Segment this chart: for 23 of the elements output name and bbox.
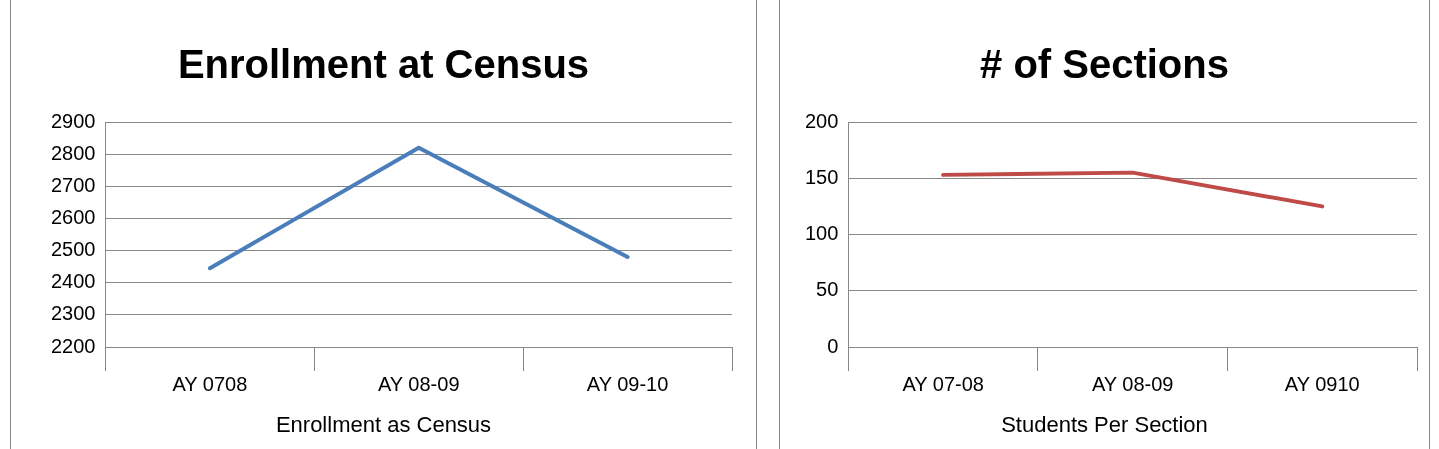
y-tick-label: 0 (827, 334, 839, 357)
y-tick-label: 2800 (50, 141, 96, 164)
x-tick-label: AY 0910 (1284, 372, 1360, 395)
x-tick-label: AY 09-10 (586, 372, 669, 395)
y-tick-label: 2700 (50, 173, 96, 196)
y-tick-label: 2900 (50, 109, 96, 132)
x-axis-title: Enrollment as Census (274, 412, 493, 438)
y-tick-label: 50 (816, 278, 839, 301)
x-tick-label: AY 0708 (172, 372, 248, 395)
y-tick-label: 2400 (50, 270, 96, 293)
chart-title: Enrollment at Census (176, 41, 591, 88)
x-tick-label: AY 08-09 (1091, 372, 1174, 395)
y-tick-label: 200 (804, 109, 839, 132)
x-axis-title: Students Per Section (1000, 412, 1209, 438)
y-tick-label: 2200 (50, 334, 96, 357)
chart-title: # of Sections (979, 41, 1230, 88)
y-tick-label: 2500 (50, 238, 96, 261)
y-tick-label: 100 (804, 222, 839, 245)
y-tick-label: 150 (804, 165, 839, 188)
y-tick-label: 2300 (50, 302, 96, 325)
y-tick-label: 2600 (50, 205, 96, 228)
x-tick-label: AY 07-08 (902, 372, 984, 395)
x-tick-label: AY 08-09 (377, 372, 460, 395)
